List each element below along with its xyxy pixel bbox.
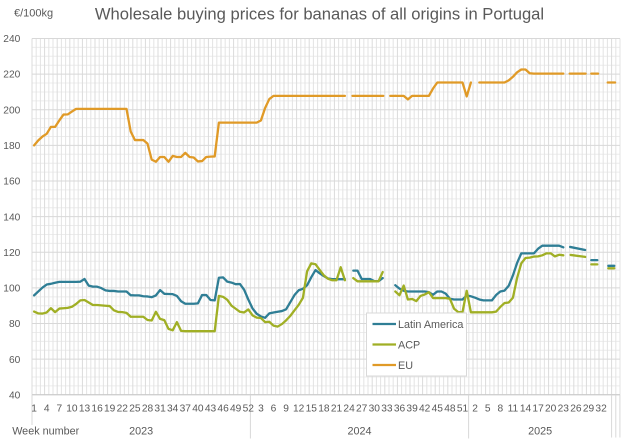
svg-text:80: 80 [9, 319, 21, 330]
svg-text:17: 17 [532, 403, 544, 414]
svg-text:20: 20 [545, 403, 557, 414]
svg-text:8: 8 [497, 403, 503, 414]
svg-text:36: 36 [394, 403, 406, 414]
svg-text:EU: EU [398, 360, 413, 372]
svg-text:26: 26 [570, 403, 582, 414]
svg-text:12: 12 [293, 403, 305, 414]
svg-text:6: 6 [271, 403, 277, 414]
svg-text:1: 1 [31, 403, 37, 414]
svg-text:16: 16 [91, 403, 103, 414]
svg-text:4: 4 [44, 403, 50, 414]
svg-text:Week number: Week number [12, 426, 79, 438]
svg-text:39: 39 [406, 403, 418, 414]
svg-text:15: 15 [306, 403, 318, 414]
svg-text:10: 10 [66, 403, 78, 414]
svg-text:32: 32 [595, 403, 607, 414]
svg-text:49: 49 [230, 403, 242, 414]
svg-text:2025: 2025 [528, 426, 552, 438]
svg-text:220: 220 [3, 70, 20, 81]
svg-text:30: 30 [369, 403, 381, 414]
svg-text:40: 40 [9, 390, 21, 401]
svg-text:34: 34 [167, 403, 179, 414]
svg-text:18: 18 [318, 403, 330, 414]
svg-text:2023: 2023 [129, 426, 153, 438]
svg-text:27: 27 [356, 403, 368, 414]
svg-text:37: 37 [180, 403, 192, 414]
svg-text:31: 31 [154, 403, 166, 414]
svg-text:180: 180 [3, 141, 20, 152]
svg-text:21: 21 [331, 403, 343, 414]
svg-text:200: 200 [3, 105, 20, 116]
svg-text:22: 22 [117, 403, 129, 414]
svg-text:ACP: ACP [398, 339, 420, 351]
svg-text:33: 33 [381, 403, 393, 414]
svg-text:46: 46 [217, 403, 229, 414]
svg-text:42: 42 [419, 403, 431, 414]
svg-text:48: 48 [444, 403, 456, 414]
svg-text:5: 5 [485, 403, 491, 414]
svg-text:25: 25 [129, 403, 141, 414]
svg-text:140: 140 [3, 212, 20, 223]
svg-text:19: 19 [104, 403, 116, 414]
svg-text:160: 160 [3, 177, 20, 188]
svg-text:40: 40 [192, 403, 204, 414]
svg-text:100: 100 [3, 284, 20, 295]
svg-text:60: 60 [9, 355, 21, 366]
svg-text:Latin America: Latin America [398, 319, 463, 331]
svg-text:52: 52 [243, 403, 255, 414]
svg-text:7: 7 [56, 403, 62, 414]
svg-text:13: 13 [79, 403, 91, 414]
svg-text:28: 28 [142, 403, 154, 414]
svg-text:29: 29 [583, 403, 595, 414]
svg-text:€/100kg: €/100kg [14, 8, 53, 20]
svg-text:14: 14 [520, 403, 532, 414]
svg-text:9: 9 [283, 403, 289, 414]
svg-text:24: 24 [343, 403, 355, 414]
svg-text:51: 51 [457, 403, 469, 414]
svg-text:2024: 2024 [347, 426, 371, 438]
svg-text:240: 240 [3, 34, 20, 45]
svg-text:23: 23 [558, 403, 570, 414]
svg-text:45: 45 [432, 403, 444, 414]
svg-text:3: 3 [258, 403, 264, 414]
svg-text:Wholesale buying prices for ba: Wholesale buying prices for bananas of a… [95, 5, 544, 24]
svg-text:120: 120 [3, 248, 20, 259]
svg-text:2: 2 [472, 403, 478, 414]
svg-text:43: 43 [205, 403, 217, 414]
svg-text:11: 11 [508, 403, 519, 414]
